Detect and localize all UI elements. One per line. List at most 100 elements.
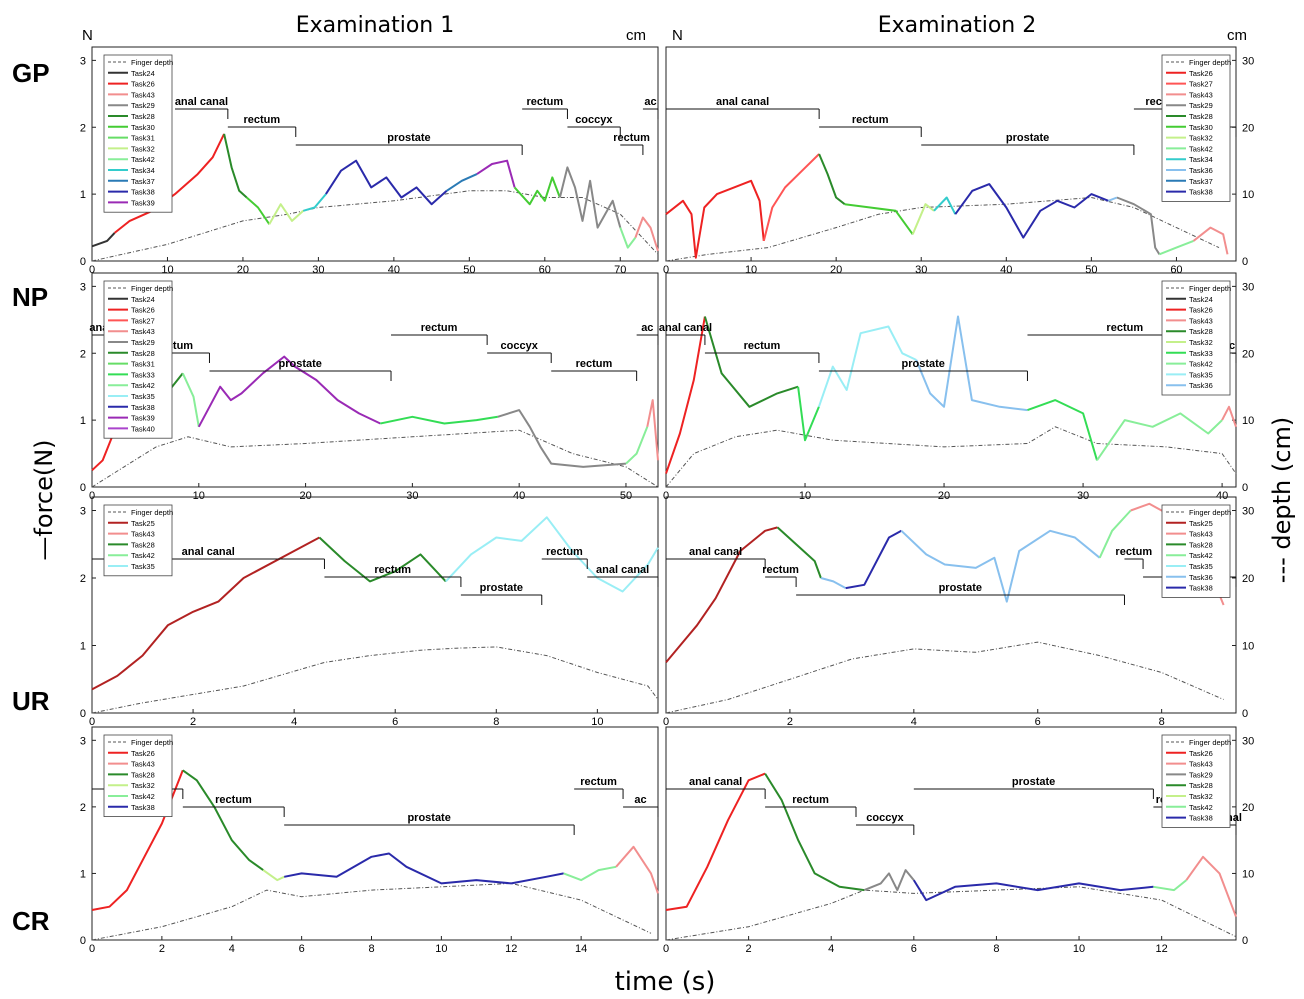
x-tick-label: 70 (614, 264, 626, 276)
finger-depth-line (665, 641, 1224, 714)
region-label: prostate (901, 358, 944, 370)
legend-entry: Task32 (1189, 134, 1213, 143)
region-label: prostate (387, 132, 430, 144)
y-axis-label-force: —force(N) (30, 439, 58, 560)
x-tick-label: 4 (828, 943, 834, 955)
force-series-task26 (113, 133, 225, 234)
force-series-task27 (762, 153, 820, 242)
legend-entry: Task28 (1189, 540, 1213, 549)
legend-entry: Task30 (131, 123, 155, 132)
unit-right-b: cm (1227, 27, 1247, 44)
legend-entry: Finger depth (131, 284, 173, 293)
legend-entry: Task35 (1189, 562, 1213, 571)
force-series-task35 (817, 325, 917, 408)
legend-box (1161, 504, 1231, 598)
y-tick-label: 2 (80, 573, 86, 585)
panel-4: 0 10 20 30 40 0 10 20 30 anal canal rectum prostate… (659, 272, 1254, 502)
legend-entry: Task43 (1189, 760, 1213, 769)
force-series-task39 (197, 355, 381, 428)
legend-entry: Task43 (1189, 530, 1213, 539)
region-label: anal canal (716, 96, 769, 108)
x-tick-label: 2 (159, 943, 165, 955)
x-tick-label: 50 (463, 264, 475, 276)
legend-entry: Task42 (131, 381, 155, 390)
x-tick-label: 30 (312, 264, 324, 276)
x-tick-label: 10 (799, 490, 811, 502)
x-tick-label: 12 (1156, 943, 1168, 955)
force-series-task38 (912, 879, 1154, 902)
force-series-task30 (844, 203, 914, 235)
panel-8: 0 2 4 6 8 10 12 0 10 20 30 anal canal rectum coccyx pr… (663, 726, 1254, 955)
legend-entry: Task29 (131, 101, 155, 110)
legend-entry: Task27 (1189, 80, 1213, 89)
legend-entry: Task28 (131, 349, 155, 358)
x-tick-label: 14 (575, 943, 587, 955)
force-series-task28 (223, 133, 248, 199)
legend-entry: Task26 (131, 80, 155, 89)
x-tick-label: 20 (830, 264, 842, 276)
legend-entry: Task34 (1189, 155, 1213, 164)
legend-entry: Task24 (131, 295, 155, 304)
depth-tick-label: 0 (1242, 935, 1248, 947)
x-tick-label: 30 (406, 490, 418, 502)
force-series-task39 (476, 159, 516, 188)
legend-entry: Task42 (131, 792, 155, 801)
legend-entry: Task25 (131, 519, 155, 528)
y-axis-label-depth: --- depth (cm) (1268, 417, 1296, 583)
depth-tick-label: 10 (1242, 868, 1254, 880)
region-label: rectum (215, 794, 252, 806)
x-tick-label: 20 (299, 490, 311, 502)
force-series-task28 (703, 316, 799, 408)
region-label: rectum (580, 776, 617, 788)
y-tick-label: 3 (80, 281, 86, 293)
region-label: ac (644, 96, 656, 108)
x-tick-label: 0 (89, 716, 95, 728)
legend-entry: Task24 (1189, 295, 1213, 304)
region-label: prostate (939, 582, 982, 594)
y-tick-label: 2 (80, 802, 86, 814)
x-tick-label: 40 (1000, 264, 1012, 276)
region-label: rectum (1106, 322, 1143, 334)
depth-tick-label: 20 (1242, 802, 1254, 814)
force-series-task36 (1108, 196, 1118, 202)
depth-tick-label: 30 (1242, 735, 1254, 747)
legend-entry: Task38 (1189, 188, 1213, 197)
plot-frame (665, 496, 1237, 714)
region-label: rectum (576, 358, 613, 370)
finger-depth-line (91, 646, 659, 714)
x-tick-label: 40 (1216, 490, 1228, 502)
legend-entry: Task38 (1189, 814, 1213, 823)
x-tick-label: 8 (368, 943, 374, 955)
legend-entry: Task38 (131, 803, 155, 812)
force-series-task43 (634, 216, 659, 252)
x-tick-label: 10 (193, 490, 205, 502)
depth-tick-label: 30 (1242, 281, 1254, 293)
region-label: rectum (762, 564, 799, 576)
x-tick-label: 0 (663, 264, 669, 276)
legend-entry: Task25 (1189, 519, 1213, 528)
region-label: prostate (279, 358, 322, 370)
force-series-task30 (246, 196, 271, 225)
force-series-task26 (665, 772, 766, 911)
legend-entry: Task29 (1189, 101, 1213, 110)
legend-entry: Task38 (131, 188, 155, 197)
legend-entry: Task24 (131, 69, 155, 78)
x-tick-label: 10 (745, 264, 757, 276)
force-series-task43 (615, 845, 659, 894)
force-series-task36 (820, 577, 847, 589)
x-tick-label: 8 (1159, 716, 1165, 728)
unit-left-a: N (82, 27, 93, 44)
y-tick-label: 0 (80, 935, 86, 947)
plot-frame (91, 272, 659, 488)
legend-entry: Task33 (1189, 349, 1213, 358)
x-tick-label: 40 (388, 264, 400, 276)
depth-tick-label: 0 (1242, 256, 1248, 268)
force-series-task43 (1221, 405, 1237, 428)
legend-entry: Finger depth (131, 508, 173, 517)
x-tick-label: 0 (663, 716, 669, 728)
x-tick-label: 4 (911, 716, 917, 728)
region-label: anal canal (659, 322, 712, 334)
force-series-task43 (1192, 226, 1229, 255)
force-series-task25 (91, 536, 320, 691)
